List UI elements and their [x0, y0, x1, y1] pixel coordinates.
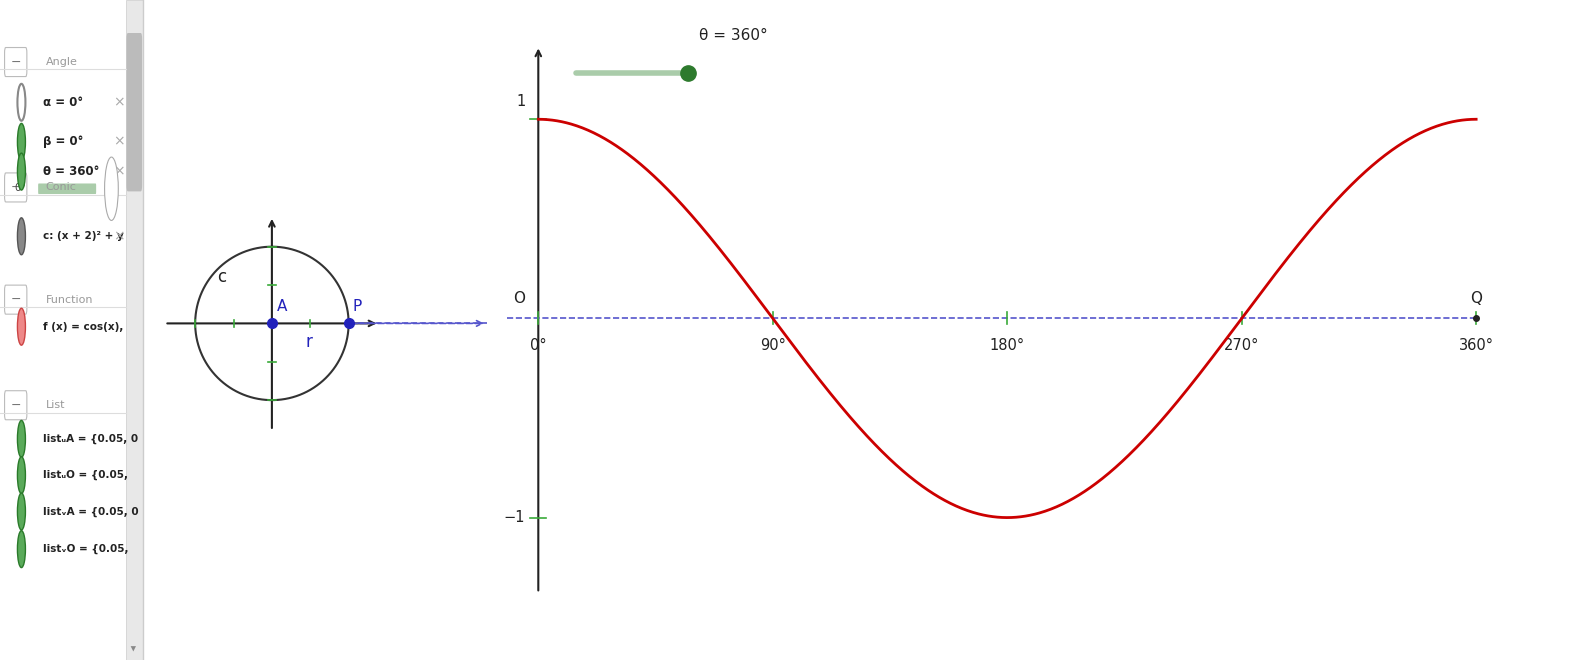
Text: 180°: 180° — [989, 339, 1025, 353]
Text: Function: Function — [46, 294, 93, 305]
FancyBboxPatch shape — [127, 33, 143, 191]
Text: −: − — [11, 181, 20, 194]
Text: ×: × — [113, 164, 124, 179]
Text: f (x) = cos(x),: f (x) = cos(x), — [42, 321, 122, 332]
Text: 90°: 90° — [760, 339, 785, 353]
Text: listᵤO = {0.05,: listᵤO = {0.05, — [42, 470, 127, 480]
Text: 360°: 360° — [1459, 339, 1493, 353]
Text: ▶: ▶ — [110, 185, 115, 192]
Text: −: − — [11, 55, 20, 69]
FancyBboxPatch shape — [5, 391, 27, 420]
FancyBboxPatch shape — [38, 183, 96, 194]
Text: 0°: 0° — [531, 339, 546, 353]
Text: Angle: Angle — [46, 57, 77, 67]
FancyBboxPatch shape — [5, 285, 27, 314]
Text: α = 0°: α = 0° — [42, 96, 83, 109]
Text: c: c — [218, 269, 226, 286]
Text: θ = 360°: θ = 360° — [699, 28, 768, 43]
Text: 270°: 270° — [1225, 339, 1259, 353]
Text: 1: 1 — [517, 94, 526, 110]
Text: ×: × — [113, 95, 124, 110]
Text: r: r — [305, 333, 312, 351]
Text: 0°: 0° — [14, 183, 27, 193]
Text: A: A — [278, 299, 287, 314]
Circle shape — [17, 308, 25, 345]
Text: −: − — [11, 293, 20, 306]
Circle shape — [17, 420, 25, 457]
Text: −: − — [11, 399, 20, 412]
Text: List: List — [46, 400, 66, 411]
Text: O: O — [513, 292, 526, 306]
Circle shape — [17, 457, 25, 494]
Bar — [126, 0, 143, 660]
Text: ×: × — [113, 135, 124, 149]
Text: Conic: Conic — [46, 182, 77, 193]
Circle shape — [17, 218, 25, 255]
Text: ▲: ▲ — [130, 644, 137, 650]
Circle shape — [105, 157, 118, 220]
Text: −1: −1 — [504, 510, 526, 525]
Text: ×: × — [113, 229, 124, 244]
Circle shape — [17, 153, 25, 190]
FancyBboxPatch shape — [5, 173, 27, 202]
Text: listᵤA = {0.05, 0: listᵤA = {0.05, 0 — [42, 434, 138, 444]
Text: c: (x + 2)² + y: c: (x + 2)² + y — [42, 231, 124, 242]
Text: listᵥO = {0.05,: listᵥO = {0.05, — [42, 544, 129, 554]
Text: Q: Q — [1470, 292, 1482, 306]
Text: θ = 360°: θ = 360° — [42, 165, 99, 178]
Circle shape — [17, 531, 25, 568]
Text: P: P — [352, 299, 361, 314]
FancyBboxPatch shape — [5, 48, 27, 77]
Circle shape — [17, 123, 25, 160]
Text: listᵥA = {0.05, 0: listᵥA = {0.05, 0 — [42, 506, 138, 517]
Text: β = 0°: β = 0° — [42, 135, 83, 148]
Circle shape — [17, 493, 25, 530]
